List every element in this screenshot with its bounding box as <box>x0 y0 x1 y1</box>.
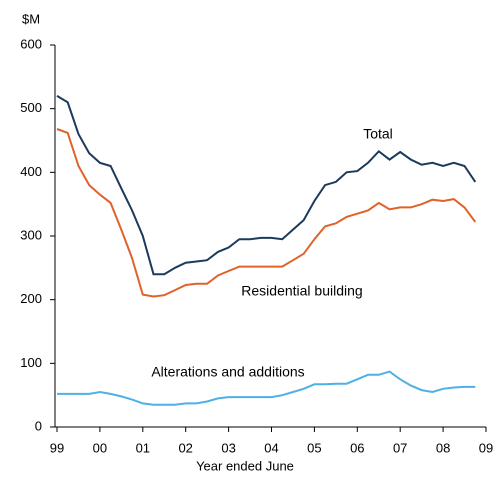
x-tick-label: 08 <box>436 440 450 455</box>
y-tick-label: 0 <box>35 418 42 433</box>
x-tick-label: 04 <box>264 440 278 455</box>
x-tick-label: 03 <box>221 440 235 455</box>
x-tick-label: 99 <box>50 440 64 455</box>
series-line <box>56 95 477 276</box>
y-tick-label: 300 <box>20 227 42 242</box>
annotation: Alterations and additions <box>151 364 304 380</box>
y-tick-label: 100 <box>20 355 42 370</box>
y-tick-label: 500 <box>20 100 42 115</box>
x-tick-label: 09 <box>479 440 493 455</box>
x-tick-label: 00 <box>93 440 107 455</box>
x-tick-label: 02 <box>178 440 192 455</box>
series-line <box>57 370 476 406</box>
x-tick-label: 07 <box>393 440 407 455</box>
series-line <box>56 128 477 298</box>
y-axis-label: $M <box>22 11 40 26</box>
x-tick-label: 06 <box>350 440 364 455</box>
y-tick-label: 400 <box>20 164 42 179</box>
x-tick-label: 01 <box>136 440 150 455</box>
annotation: Residential building <box>241 283 362 299</box>
x-axis-label: Year ended June <box>196 458 294 473</box>
x-tick-label: 05 <box>307 440 321 455</box>
y-tick-label: 200 <box>20 291 42 306</box>
y-tick-label: 600 <box>20 36 42 51</box>
annotation: Total <box>363 126 393 142</box>
